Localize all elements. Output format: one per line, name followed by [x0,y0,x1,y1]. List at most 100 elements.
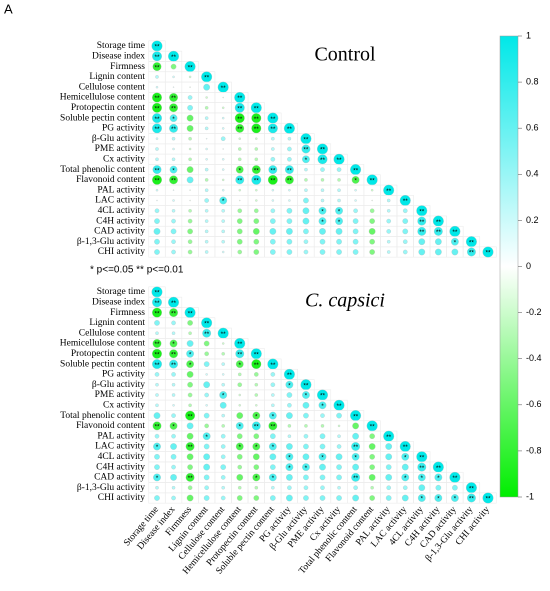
significance-stars: ** [154,424,160,431]
row-label: β-1,3-Glu activity [77,237,145,247]
correlation-circle [236,495,243,501]
correlation-circle [401,463,409,471]
significance-stars: * [156,475,159,482]
significance-stars: * [288,465,291,472]
correlation-circle [154,433,160,439]
significance-stars: ** [254,167,260,174]
correlation-circle [301,144,311,154]
correlation-circle [220,433,226,439]
correlation-circle [467,493,476,503]
correlation-circle [402,228,409,235]
correlation-circle [221,485,225,490]
correlation-circle [153,442,161,451]
row-label: C4H activity [96,462,145,472]
correlation-circle [187,381,193,388]
correlation-circle [172,404,175,407]
correlation-circle [187,320,193,326]
row-label: CHI activity [98,493,145,503]
correlation-circle [271,393,275,397]
correlation-circle [369,495,375,501]
correlation-circle [171,382,176,387]
correlation-circle [288,199,291,202]
correlation-circle [221,219,225,223]
correlation-circle [152,62,162,71]
correlation-circle [169,103,178,113]
correlation-circle [203,381,210,389]
correlation-circle [171,433,176,439]
correlation-circle [286,218,293,224]
colorbar-tick-label: -0.4 [526,353,542,363]
significance-stars: ** [254,106,260,113]
correlation-circle [186,166,194,173]
significance-stars: ** [154,167,160,174]
correlation-circle [221,106,225,110]
correlation-circle [172,199,175,202]
row-label: PAL activity [97,431,145,441]
correlation-circle [220,454,226,460]
correlation-circle [204,485,209,490]
correlation-circle [238,157,242,162]
correlation-circle [252,453,260,461]
correlation-circle [318,452,327,461]
significance-stars: ** [353,475,359,482]
correlation-circle [318,206,327,215]
colorbar-tick-label: -0.6 [526,399,542,409]
significance-stars: * [222,198,225,205]
correlation-circle [219,391,228,399]
correlation-circle [186,125,194,132]
significance-stars: ** [188,64,194,71]
correlation-circle [317,154,328,165]
correlation-circle [221,413,225,418]
correlation-circle [172,147,175,151]
correlation-circle [254,372,259,377]
correlation-circle [352,218,359,224]
correlation-circle [235,124,245,133]
correlation-circle [402,249,408,255]
significance-stars: ** [469,485,475,492]
correlation-circle [186,176,194,184]
colorbar-tick-label: -1 [526,491,534,501]
correlation-circle [205,96,208,99]
correlation-circle [203,495,210,501]
significance-stars: ** [237,126,243,133]
correlation-circle [235,360,244,368]
significance-stars: ** [154,64,160,71]
correlation-circle [369,208,375,214]
correlation-circle [152,165,162,174]
correlation-circle [204,351,209,357]
correlation-circle [155,137,159,140]
correlation-circle [169,93,178,102]
correlation-circle [318,217,327,225]
correlation-circle [156,199,158,202]
correlation-circle [221,352,225,356]
correlation-circle [189,199,191,202]
correlation-circle [270,372,276,377]
correlation-circle [336,464,342,470]
correlation-circle [188,403,192,408]
row-label: 4CL activity [98,206,146,216]
correlation-circle [254,157,259,162]
correlation-circle [271,199,275,202]
significance-stars: ** [237,116,243,123]
correlation-circle [152,92,162,103]
row-label: β-Glu activity [92,380,145,390]
significance-stars: ** [237,341,243,348]
row-label: Cx activity [103,400,145,410]
correlation-circle [155,485,159,490]
correlation-circle [187,464,193,470]
correlation-circle [302,453,310,461]
significance-stars: ** [353,413,359,420]
correlation-circle [286,443,293,450]
correlation-circle [221,250,225,254]
significance-stars: * [454,496,457,503]
correlation-circle [417,473,426,482]
correlation-circle [221,168,225,171]
correlation-circle [402,485,408,490]
row-label: Lignin content [89,72,145,82]
correlation-circle [302,463,310,471]
significance-stars: * [421,475,424,482]
correlation-circle [235,422,244,430]
correlation-circle [220,136,226,141]
correlation-circle [153,473,161,482]
significance-stars: * [238,444,241,451]
